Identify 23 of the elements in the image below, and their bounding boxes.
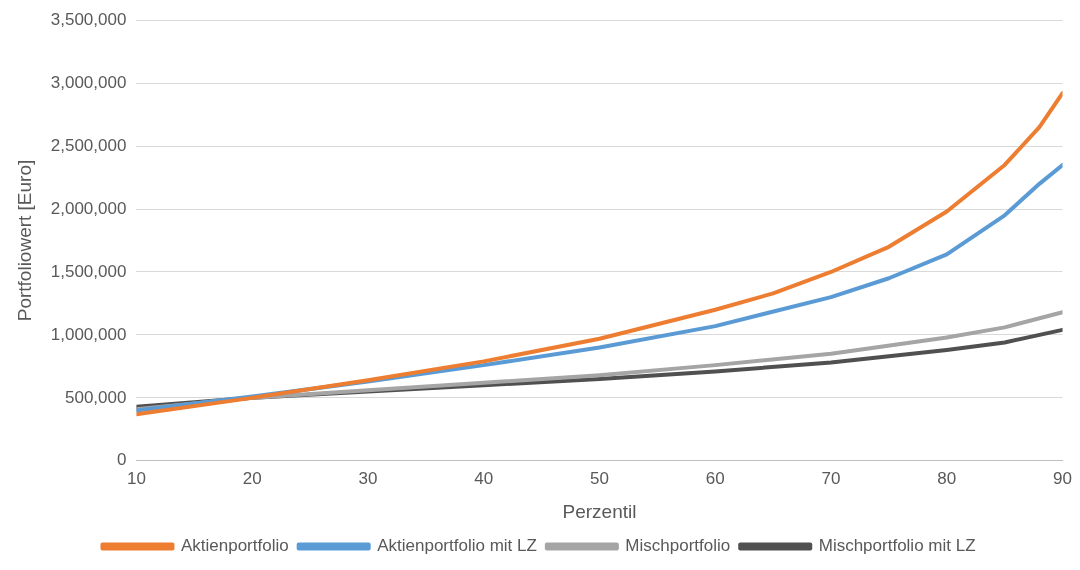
x-tick-label: 80 xyxy=(937,468,957,488)
y-tick-label: 500,000 xyxy=(64,387,127,407)
y-axis-title: Portfoliowert [Euro] xyxy=(13,159,35,322)
legend-label: Mischportfolio mit LZ xyxy=(818,536,976,556)
x-tick-label: 10 xyxy=(126,468,146,488)
y-tick-label: 1,500,000 xyxy=(50,261,127,281)
y-tick-label: 1,000,000 xyxy=(50,324,127,344)
y-tick-label: 2,500,000 xyxy=(50,135,127,155)
x-tick-label: 20 xyxy=(242,468,262,488)
x-tick-label: 90 xyxy=(1053,468,1073,488)
legend-label: Aktienportfolio mit LZ xyxy=(377,536,537,556)
x-tick-label: 50 xyxy=(590,468,609,488)
legend-label: Aktienportfolio xyxy=(180,536,289,556)
legend-label: Mischportfolio xyxy=(625,536,731,556)
x-axis-title: Perzentil xyxy=(562,500,637,522)
x-tick-label: 70 xyxy=(821,468,841,488)
y-tick-label: 3,000,000 xyxy=(50,72,127,92)
y-tick-label: 0 xyxy=(116,450,127,470)
y-tick-label: 2,000,000 xyxy=(50,198,127,218)
x-tick-label: 30 xyxy=(358,468,378,488)
y-tick-label: 3,500,000 xyxy=(50,9,127,29)
x-tick-label: 40 xyxy=(474,468,494,488)
x-tick-label: 60 xyxy=(705,468,725,488)
